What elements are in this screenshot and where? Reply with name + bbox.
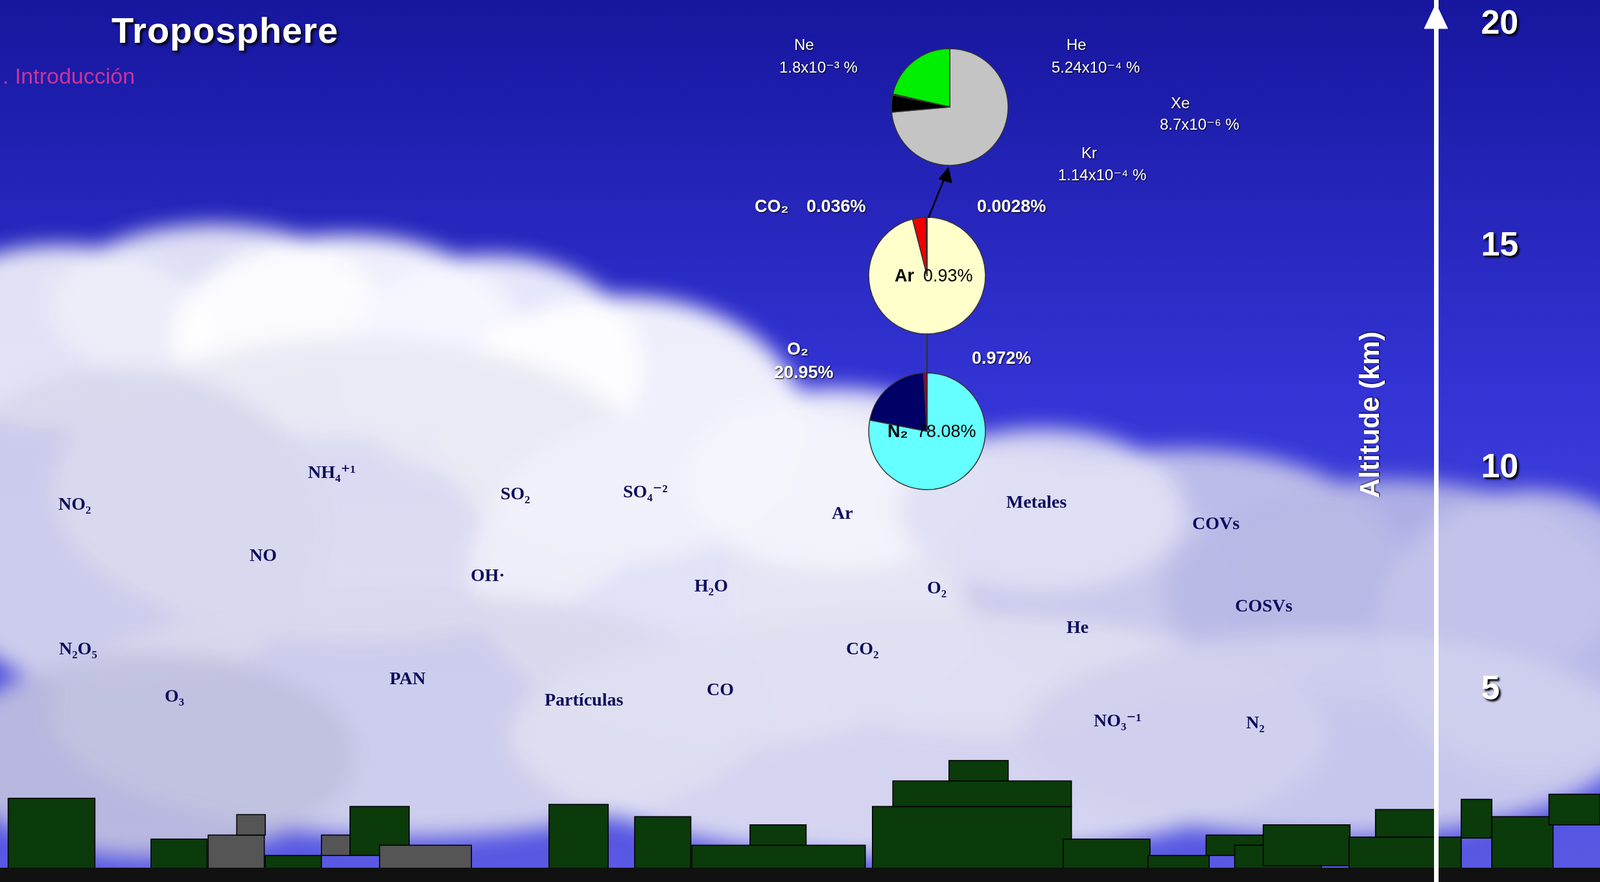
svg-text:O₂: O₂ bbox=[787, 339, 809, 359]
svg-text:8.7x10⁻⁶ %: 8.7x10⁻⁶ % bbox=[1159, 115, 1240, 133]
svg-text:Kr: Kr bbox=[1081, 143, 1097, 162]
svg-text:1.8x10⁻³ %: 1.8x10⁻³ % bbox=[779, 58, 858, 76]
svg-text:1.14x10⁻⁴ %: 1.14x10⁻⁴ % bbox=[1058, 165, 1147, 184]
svg-text:CO₂: CO₂ bbox=[846, 637, 879, 659]
svg-text:Xe: Xe bbox=[1170, 94, 1190, 112]
svg-text:NO: NO bbox=[249, 544, 277, 565]
svg-text:0.972%: 0.972% bbox=[971, 348, 1032, 368]
svg-text:CO: CO bbox=[706, 678, 734, 699]
svg-text:SO₄⁻²: SO₄⁻² bbox=[623, 481, 668, 502]
svg-text:O₂: O₂ bbox=[927, 576, 947, 598]
svg-text:0.0028%: 0.0028% bbox=[976, 196, 1047, 216]
svg-text:15: 15 bbox=[1480, 224, 1519, 263]
svg-text:NO₂: NO₂ bbox=[58, 493, 91, 514]
svg-text:N₂: N₂ bbox=[887, 421, 909, 441]
svg-text:Metales: Metales bbox=[1006, 491, 1067, 512]
svg-text:0.036%: 0.036% bbox=[806, 196, 867, 216]
svg-text:5: 5 bbox=[1480, 668, 1500, 706]
svg-text:He: He bbox=[1066, 35, 1087, 54]
svg-text:20: 20 bbox=[1480, 3, 1519, 41]
svg-text:Partículas: Partículas bbox=[544, 689, 624, 710]
svg-text:N₂O₅: N₂O₅ bbox=[58, 637, 98, 659]
svg-text:SO₂: SO₂ bbox=[500, 482, 531, 504]
svg-text:0.93%: 0.93% bbox=[923, 265, 974, 286]
html-text:. Introducción: . Introducción bbox=[2, 63, 135, 89]
svg-text:Ar: Ar bbox=[831, 502, 854, 523]
svg-text:COVs: COVs bbox=[1192, 512, 1240, 533]
svg-text:CO₂: CO₂ bbox=[754, 196, 789, 216]
svg-text:PAN: PAN bbox=[389, 667, 426, 688]
svg-text:Ne: Ne bbox=[794, 35, 815, 54]
svg-text:Altitude (km): Altitude (km) bbox=[1354, 331, 1385, 498]
svg-text:78.08%: 78.08% bbox=[916, 421, 977, 441]
svg-text:10: 10 bbox=[1480, 446, 1519, 485]
svg-text:5.24x10⁻⁴ %: 5.24x10⁻⁴ % bbox=[1051, 58, 1140, 76]
svg-text:O₃: O₃ bbox=[164, 685, 185, 706]
svg-text:Ar: Ar bbox=[894, 265, 915, 286]
svg-text:He: He bbox=[1066, 616, 1089, 637]
svg-text:NO₃⁻¹: NO₃⁻¹ bbox=[1093, 709, 1142, 730]
svg-text:OH·: OH· bbox=[470, 564, 506, 585]
svg-text:COSVs: COSVs bbox=[1235, 595, 1293, 616]
html-text:Troposphere: Troposphere bbox=[111, 9, 339, 51]
svg-text:NH₄⁺¹: NH₄⁺¹ bbox=[307, 461, 356, 482]
svg-text:N₂: N₂ bbox=[1246, 711, 1265, 732]
svg-text:H₂O: H₂O bbox=[694, 575, 729, 596]
svg-text:20.95%: 20.95% bbox=[774, 362, 834, 382]
